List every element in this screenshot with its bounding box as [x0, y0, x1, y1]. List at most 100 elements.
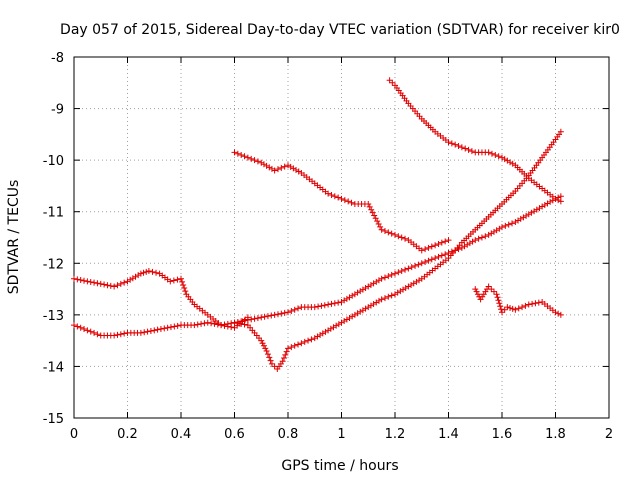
- data-point: [147, 327, 154, 334]
- data-point: [493, 227, 500, 234]
- data-point: [258, 337, 265, 344]
- data-point: [314, 333, 321, 340]
- data-point: [544, 200, 551, 207]
- data-point: [373, 278, 380, 285]
- data-point: [351, 291, 358, 298]
- data-point: [241, 317, 248, 324]
- data-point: [515, 217, 522, 224]
- data-point: [167, 324, 174, 331]
- data-point: [81, 326, 88, 333]
- data-point: [365, 200, 372, 207]
- data-point: [492, 151, 499, 158]
- data-point: [341, 318, 348, 325]
- x-tick-label: 1.6: [492, 427, 513, 442]
- data-point: [330, 324, 337, 331]
- data-point: [335, 321, 342, 328]
- data-point: [455, 142, 462, 149]
- data-point: [328, 300, 335, 307]
- data-point: [279, 358, 286, 365]
- data-point: [114, 331, 121, 338]
- x-tick-label: 1.8: [545, 427, 566, 442]
- data-point: [392, 231, 398, 238]
- x-tick-label: 0.2: [117, 427, 138, 442]
- data-point: [267, 357, 274, 364]
- data-point: [412, 262, 419, 269]
- data-point: [271, 167, 278, 174]
- data-point: [466, 240, 473, 247]
- data-point: [84, 327, 91, 334]
- data-point: [473, 288, 480, 295]
- data-point: [472, 237, 479, 244]
- data-point: [432, 255, 439, 262]
- data-point: [77, 324, 84, 331]
- data-point: [485, 231, 492, 238]
- data-point: [295, 341, 302, 348]
- y-tick-label: -14: [43, 360, 64, 375]
- data-point: [285, 162, 291, 169]
- data-point: [528, 209, 535, 216]
- data-point: [194, 321, 201, 328]
- data-point: [221, 321, 228, 328]
- data-point: [362, 285, 369, 292]
- data-point: [211, 320, 218, 327]
- data-point: [485, 283, 492, 290]
- data-point: [218, 322, 225, 329]
- data-point: [348, 199, 355, 206]
- data-point: [365, 304, 372, 311]
- data-point: [378, 226, 385, 233]
- data-point: [504, 157, 511, 164]
- data-point: [425, 244, 432, 251]
- data-point: [121, 330, 128, 337]
- data-point: [552, 309, 559, 316]
- data-point: [428, 243, 435, 250]
- data-point: [259, 340, 266, 347]
- data-point: [325, 301, 332, 308]
- data-point: [94, 331, 101, 338]
- data-point: [496, 300, 503, 307]
- data-point: [346, 294, 353, 301]
- data-point: [448, 248, 455, 255]
- data-point: [452, 247, 459, 254]
- y-tick-label: -13: [43, 309, 64, 324]
- data-point: [359, 307, 366, 314]
- data-point: [448, 140, 455, 147]
- data-point: [458, 144, 465, 151]
- data-point: [357, 288, 364, 295]
- data-point: [244, 154, 251, 161]
- data-point: [244, 317, 251, 324]
- data-point: [371, 212, 378, 219]
- data-point: [288, 307, 295, 314]
- data-point: [529, 300, 536, 307]
- x-axis-label: GPS time / hours: [281, 458, 398, 474]
- data-point: [283, 348, 290, 355]
- data-point: [295, 305, 302, 312]
- data-point: [461, 243, 468, 250]
- grid: [74, 57, 609, 418]
- data-point: [499, 309, 505, 316]
- data-point: [397, 288, 404, 295]
- data-point: [495, 297, 502, 304]
- data-point: [263, 162, 270, 169]
- data-point: [385, 293, 392, 300]
- data-point: [496, 225, 503, 232]
- data-point: [359, 286, 366, 293]
- data-point: [311, 335, 318, 342]
- data-point: [174, 322, 181, 329]
- x-tick-label: 0.4: [171, 427, 192, 442]
- data-point: [507, 304, 514, 311]
- data-point: [555, 310, 562, 317]
- x-tick-label: 0.6: [224, 427, 245, 442]
- data-point: [381, 295, 388, 302]
- data-point: [281, 163, 288, 170]
- data-point: [305, 337, 312, 344]
- data-point: [238, 318, 245, 325]
- data-point: [488, 150, 495, 157]
- data-point: [91, 329, 98, 336]
- data-point: [164, 324, 171, 331]
- data-point: [91, 279, 98, 286]
- data-point: [327, 325, 334, 332]
- data-point: [373, 299, 380, 306]
- data-point: [445, 139, 452, 146]
- data-point: [180, 281, 187, 288]
